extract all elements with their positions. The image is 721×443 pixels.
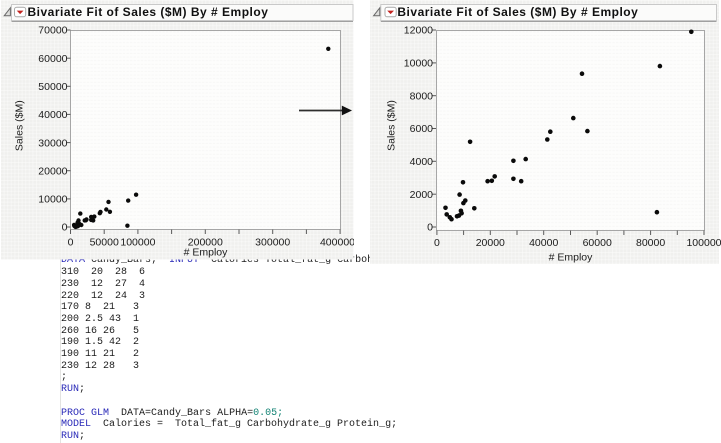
- svg-text:400000: 400000: [320, 236, 354, 248]
- svg-text:50000: 50000: [38, 81, 67, 93]
- svg-text:10000: 10000: [404, 58, 433, 70]
- svg-text:8000: 8000: [410, 90, 434, 102]
- svg-text:0: 0: [62, 222, 68, 234]
- svg-text:0: 0: [434, 237, 440, 249]
- svg-text:Bivariate Fit of Sales ($M) By: Bivariate Fit of Sales ($M) By # Employ: [28, 5, 269, 19]
- svg-text:2000: 2000: [410, 189, 434, 201]
- svg-text:Sales ($M): Sales ($M): [14, 100, 26, 151]
- svg-text:Bivariate Fit of Sales ($M) By: Bivariate Fit of Sales ($M) By # Employ: [397, 5, 638, 19]
- svg-text:60000: 60000: [583, 237, 612, 249]
- svg-text:50000: 50000: [90, 236, 119, 248]
- svg-text:200000: 200000: [188, 236, 223, 248]
- svg-text:12000: 12000: [404, 25, 433, 37]
- svg-text:40000: 40000: [38, 109, 67, 121]
- svg-text:0: 0: [427, 222, 433, 234]
- svg-text:100000: 100000: [686, 237, 721, 249]
- svg-text:30000: 30000: [38, 137, 67, 149]
- svg-text:10000: 10000: [38, 194, 67, 206]
- svg-text:4000: 4000: [410, 156, 434, 168]
- svg-text:0: 0: [68, 236, 74, 248]
- svg-text:80000: 80000: [636, 237, 665, 249]
- svg-text:# Employ: # Employ: [184, 247, 229, 259]
- svg-text:# Employ: # Employ: [549, 251, 594, 263]
- svg-text:100000: 100000: [120, 236, 155, 248]
- svg-text:60000: 60000: [38, 53, 67, 65]
- svg-text:6000: 6000: [410, 123, 434, 135]
- svg-text:20000: 20000: [476, 237, 505, 249]
- svg-text:20000: 20000: [38, 165, 67, 177]
- svg-text:300000: 300000: [255, 236, 290, 248]
- svg-text:Sales ($M): Sales ($M): [386, 100, 398, 151]
- svg-text:40000: 40000: [529, 237, 558, 249]
- svg-text:70000: 70000: [38, 25, 67, 37]
